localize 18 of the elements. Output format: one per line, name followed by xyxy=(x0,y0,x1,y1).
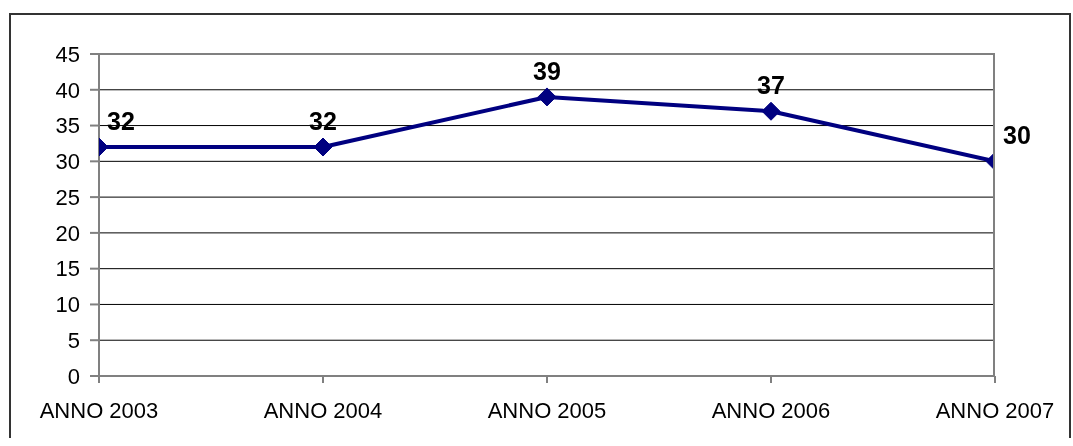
y-tick-label: 40 xyxy=(55,77,80,103)
data-label: 39 xyxy=(533,56,561,85)
y-tick-label: 10 xyxy=(55,292,80,318)
y-tick-label: 0 xyxy=(67,363,80,389)
data-label: 30 xyxy=(1003,121,1031,150)
y-tick-label: 45 xyxy=(55,41,80,67)
x-tick-label: ANNO 2003 xyxy=(39,397,159,423)
y-tick-label: 30 xyxy=(55,149,80,175)
x-tick-label: ANNO 2007 xyxy=(935,397,1055,423)
y-tick-label: 20 xyxy=(55,220,80,246)
y-tick-label: 35 xyxy=(55,113,80,139)
x-tick-label: ANNO 2004 xyxy=(263,397,383,423)
y-tick-label: 15 xyxy=(55,256,80,282)
y-tick-label: 5 xyxy=(67,328,80,354)
y-tick-label: 25 xyxy=(55,184,80,210)
x-tick-label: ANNO 2006 xyxy=(711,397,831,423)
x-tick-label: ANNO 2005 xyxy=(487,397,607,423)
point xyxy=(537,87,557,107)
